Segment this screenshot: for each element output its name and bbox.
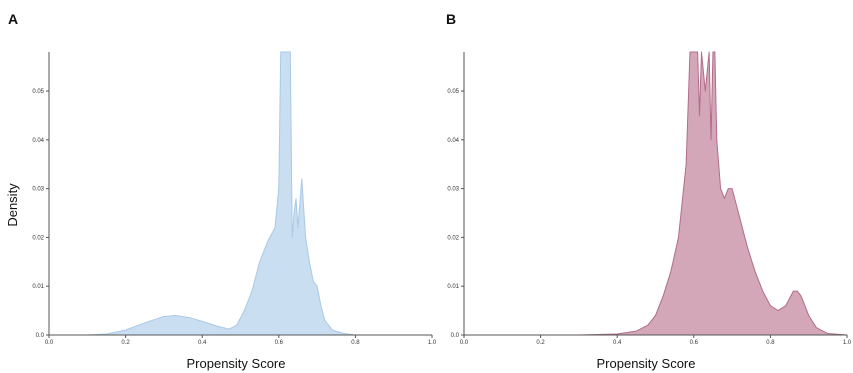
panel-b-y-tick-label: 0.05	[447, 89, 459, 95]
panel-b-density-area	[463, 51, 848, 336]
panel-a-xlabel: Propensity Score	[187, 356, 286, 371]
panel-b-x-tick-label: 0.8	[766, 340, 775, 346]
panel-a-x-tick-label: 0.2	[121, 340, 130, 346]
panel-b-y-tick-label: 0.04	[447, 138, 459, 144]
panel-a-y-tick-label: 0.05	[32, 89, 44, 95]
panel-a-y-tick-label: 0.03	[32, 187, 44, 193]
panel-b-y-tick-label: 0.0	[451, 333, 460, 339]
panel-b-x-tick-label: 0.6	[690, 340, 699, 346]
panel-b-y-tick-label: 0.02	[447, 235, 459, 241]
panel-b-xlabel: Propensity Score	[597, 356, 696, 371]
panel-b: B Propensity Score 0.0 0.2 0.4 0.6 0.8 1.0 0.0…	[446, 11, 852, 371]
panel-a-y-tick-label: 0.0	[36, 333, 45, 339]
panel-b-x-tick-label: 0.2	[536, 340, 545, 346]
panel-a-x-tick-label: 0.8	[351, 340, 360, 346]
panel-b-x-tick-label: 0.0	[460, 340, 469, 346]
panel-a-y-tick-label: 0.01	[32, 284, 44, 290]
panel-a-x-tick-label: 1.0	[428, 340, 437, 346]
panel-a-density-area	[48, 51, 433, 336]
panel-a-ylabel: Density	[5, 183, 20, 227]
panel-a-x-tick-label: 0.6	[275, 340, 284, 346]
panel-b-x-tick-label: 0.4	[613, 340, 622, 346]
panel-a-y-tick-label: 0.04	[32, 138, 44, 144]
panel-b-y-tick-label: 0.03	[447, 187, 459, 193]
panel-a-y-tick-label: 0.02	[32, 235, 44, 241]
panel-a-x-tick-label: 0.0	[45, 340, 54, 346]
panel-a-x-tick-label: 0.4	[198, 340, 207, 346]
panel-b-y-tick-label: 0.01	[447, 284, 459, 290]
panel-a-label: A	[8, 11, 18, 27]
panel-b-x-tick-label: 1.0	[843, 340, 852, 346]
panel-b-label: B	[446, 11, 456, 27]
panel-a: A Density Propensity Score 0.0 0.2 0.4 0.6 0…	[5, 11, 437, 371]
